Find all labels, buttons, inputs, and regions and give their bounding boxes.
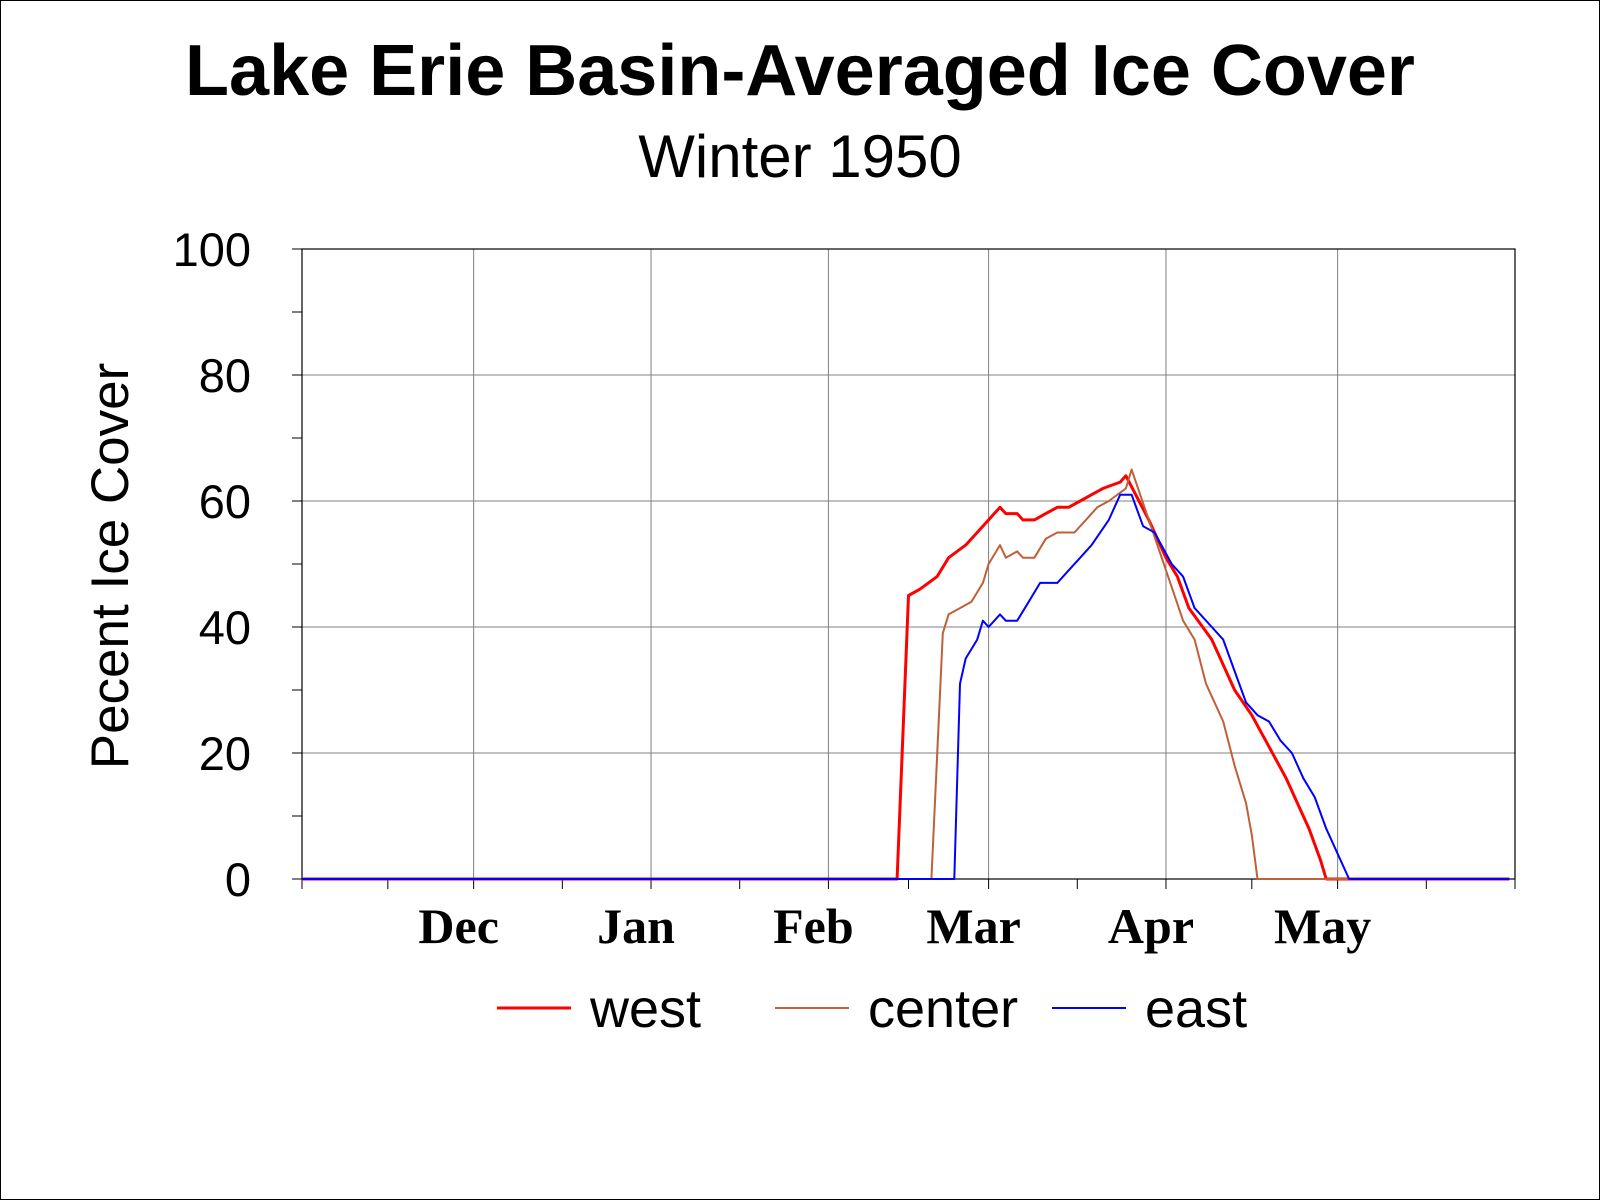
series-line-center	[302, 468, 1510, 880]
legend-label-center: center	[868, 979, 1018, 1039]
gridlines	[302, 248, 1515, 879]
series-line-east	[302, 493, 1510, 880]
series-line-west	[302, 474, 1510, 881]
x-tick-label: Dec	[418, 898, 499, 954]
legend-label-east: east	[1145, 979, 1247, 1039]
y-tick-label: 80	[199, 349, 251, 402]
x-tick-label: Apr	[1108, 898, 1194, 954]
axes	[301, 248, 1516, 880]
chart-title: Lake Erie Basin-Averaged Ice Cover	[185, 31, 1415, 111]
y-tick-label: 0	[225, 853, 251, 906]
x-tick-label: Mar	[926, 898, 1020, 954]
x-tick-label: May	[1274, 898, 1371, 954]
y-axis-ticks: 0 20 40 60 80 100	[173, 223, 302, 906]
x-tick-label: Feb	[773, 898, 854, 954]
legend: west center east	[497, 979, 1247, 1039]
y-axis-label: Pecent Ice Cover	[81, 363, 140, 770]
data-lines	[302, 468, 1510, 881]
y-tick-label: 40	[199, 601, 251, 654]
y-tick-label: 60	[199, 475, 251, 528]
chart-subtitle: Winter 1950	[638, 123, 962, 190]
legend-label-west: west	[589, 979, 701, 1039]
y-tick-label: 20	[199, 727, 251, 780]
y-tick-label: 100	[173, 223, 251, 276]
x-axis-ticks: Dec Jan Feb Mar Apr May	[301, 879, 1516, 954]
x-tick-label: Jan	[597, 898, 675, 954]
plot-border	[301, 248, 1516, 880]
